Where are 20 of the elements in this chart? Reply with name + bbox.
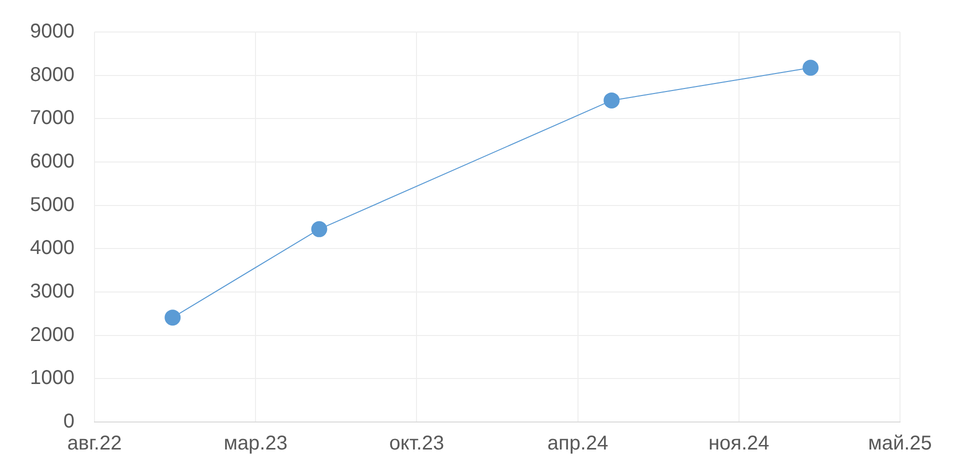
- y-tick-label: 4000: [30, 237, 74, 260]
- point: [311, 221, 328, 238]
- y-tick-label: 5000: [30, 194, 74, 216]
- x-tick-label: авг.22: [67, 432, 122, 455]
- y-tick-label: 8000: [30, 64, 74, 86]
- x-tick-label: ноя.24: [708, 432, 770, 455]
- y-tick-label: 9000: [30, 20, 74, 43]
- point: [604, 92, 620, 108]
- y-tick-label: 7000: [30, 107, 74, 130]
- y-tick-label: 6000: [30, 150, 74, 173]
- x-tick-label: мар.23: [224, 432, 288, 455]
- y-tick-label: 1000: [30, 367, 74, 390]
- x-tick-label: окт.23: [389, 432, 444, 455]
- y-tick-label: 2000: [30, 324, 74, 346]
- y-tick-label: 3000: [30, 280, 74, 303]
- y-tick-label: 0: [63, 410, 74, 433]
- x-tick-label: апр.24: [547, 432, 608, 455]
- point: [164, 310, 181, 326]
- x-tick-label: май.25: [868, 432, 932, 455]
- point: [802, 60, 819, 76]
